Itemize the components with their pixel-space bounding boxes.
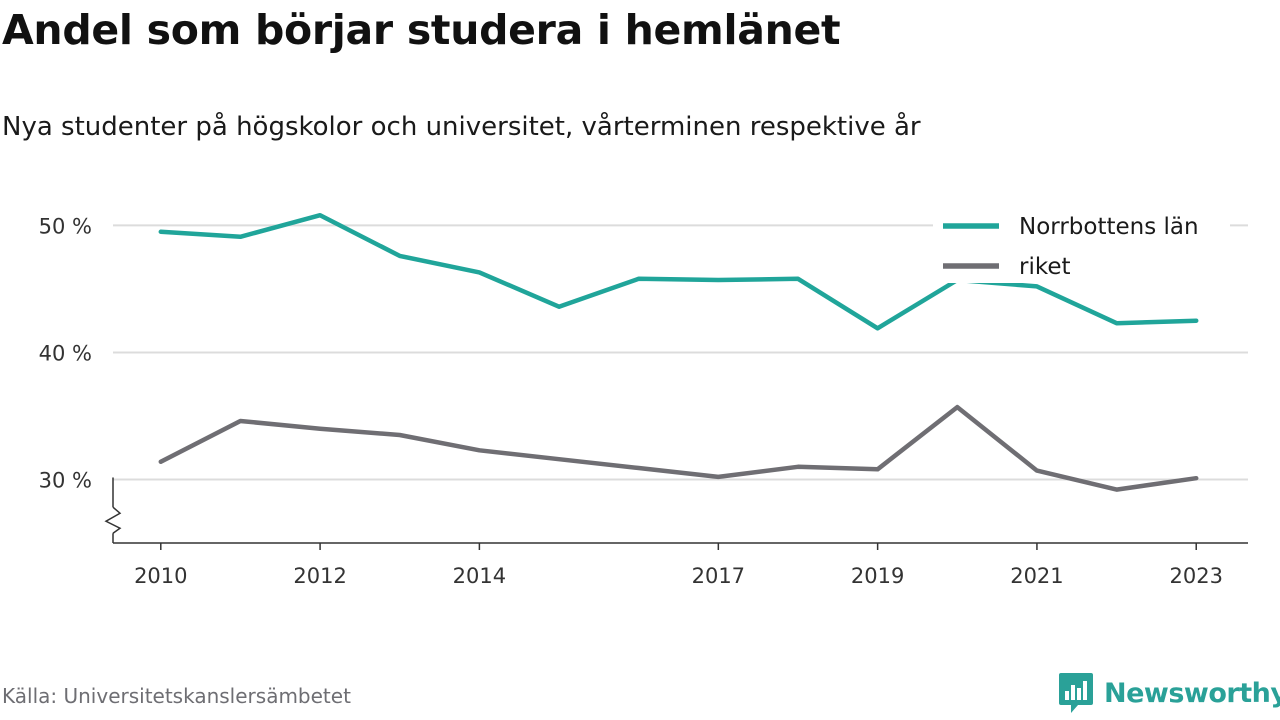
axis-break-marker bbox=[104, 506, 122, 534]
x-tick-label: 2021 bbox=[1010, 564, 1063, 588]
source-note: Källa: Universitetskanslersämbetet bbox=[2, 684, 351, 708]
brand-name: Newsworthy bbox=[1104, 677, 1280, 709]
series-line-riket bbox=[158, 404, 1199, 492]
y-tick-label: 30 % bbox=[39, 468, 92, 492]
legend-label: riket bbox=[1019, 254, 1071, 280]
axis-layer: 30 % 40 % 50 % 2010 2012 2014 2017 2019 2021 2023 bbox=[39, 214, 1248, 588]
x-tick-label: 2017 bbox=[692, 564, 745, 588]
chart-title: Andel som börjar studera i hemlänet bbox=[2, 6, 841, 54]
series-line-norrbotten bbox=[158, 212, 1199, 331]
y-tick-label: 40 % bbox=[39, 341, 92, 365]
x-tick-label: 2023 bbox=[1170, 564, 1223, 588]
x-tick-label: 2010 bbox=[134, 564, 187, 588]
legend-background bbox=[933, 205, 1230, 283]
newsworthy-logo: Newsworthy bbox=[1058, 671, 1280, 715]
x-tick-label: 2014 bbox=[453, 564, 506, 588]
series-layer bbox=[158, 212, 1199, 492]
legend: Norrbottens län riket bbox=[933, 205, 1230, 283]
y-tick-label: 50 % bbox=[39, 214, 92, 238]
chart-subtitle: Nya studenter på högskolor och universit… bbox=[2, 112, 921, 142]
legend-label: Norrbottens län bbox=[1019, 214, 1199, 240]
x-tick-label: 2019 bbox=[851, 564, 904, 588]
x-tick-label: 2012 bbox=[293, 564, 346, 588]
bar-chart-speech-bubble-icon bbox=[1059, 673, 1093, 713]
